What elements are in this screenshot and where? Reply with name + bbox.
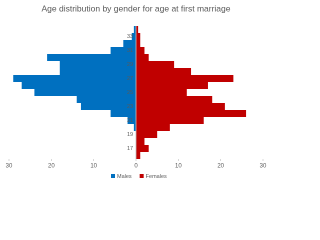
bar <box>131 33 136 40</box>
x-tick-label: 30 <box>260 164 267 170</box>
bar <box>133 124 136 131</box>
y-tick-label: 19 <box>127 132 133 138</box>
bar <box>136 110 247 117</box>
bar <box>21 82 137 89</box>
bar <box>76 96 136 103</box>
x-tick-label: 30 <box>6 164 13 170</box>
y-tick-label: 29 <box>127 62 133 68</box>
y-tick-label: 21 <box>127 118 133 124</box>
bar <box>59 68 136 75</box>
x-tick-label: 10 <box>90 164 97 170</box>
legend-swatch <box>139 174 144 178</box>
bar <box>136 96 213 103</box>
y-tick-label: 27 <box>127 76 133 82</box>
bar <box>34 89 136 96</box>
y-tick-label: 33 <box>127 34 133 40</box>
x-tick-label: 0 <box>134 164 138 170</box>
bar <box>136 68 192 75</box>
bar <box>136 40 141 47</box>
legend-label: Females <box>146 174 167 180</box>
bar <box>136 145 149 152</box>
bar <box>136 82 208 89</box>
bar <box>127 117 136 124</box>
page: {"chart_data": {"type": "bar", "orientat… <box>5 3 267 180</box>
bar <box>136 47 145 54</box>
bar <box>110 110 136 117</box>
bar <box>133 26 136 33</box>
y-tick-label: 23 <box>127 104 133 110</box>
bar <box>13 75 136 82</box>
bar <box>136 33 141 40</box>
y-tick-label: 17 <box>127 146 133 152</box>
bar <box>136 117 204 124</box>
x-tick-label: 20 <box>217 164 224 170</box>
bar <box>136 54 149 61</box>
bar <box>136 89 187 96</box>
bar <box>59 61 136 68</box>
y-tick-label: 25 <box>127 90 133 96</box>
chart-title: Age distribution by gender for age at fi… <box>42 3 231 13</box>
y-tick-label: 31 <box>127 48 133 54</box>
bar <box>136 124 170 131</box>
bar <box>123 40 136 47</box>
bar <box>136 75 234 82</box>
legend-swatch <box>111 174 115 178</box>
bar <box>136 26 139 33</box>
bar <box>136 61 175 68</box>
bar <box>80 103 136 110</box>
bar <box>136 131 158 138</box>
bar <box>47 54 136 61</box>
x-tick-label: 20 <box>48 164 55 170</box>
bar <box>110 47 136 54</box>
legend-label: Males <box>117 174 132 180</box>
bar <box>136 103 225 110</box>
chart: Age distribution by gender for age at fi… <box>6 3 267 180</box>
x-tick-label: 10 <box>175 164 182 170</box>
bar <box>136 138 145 145</box>
bar <box>136 152 141 159</box>
